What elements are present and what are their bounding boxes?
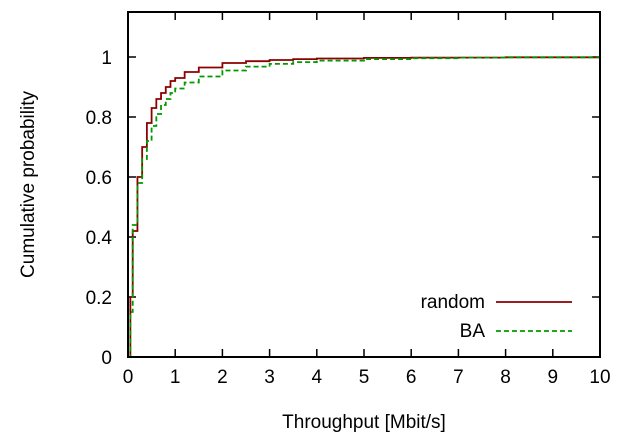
ticks-layer: 0 1 2 3 4 5 6 7 8 9 10 0 0.2 0.4 0.6 0.8 1 [86, 12, 611, 388]
x-tick-label: 9 [548, 367, 559, 388]
y-tick-label: 0 [101, 348, 112, 369]
legend: random BA [421, 292, 572, 342]
legend-label-ba: BA [460, 321, 486, 342]
y-tick-label: 0.4 [86, 228, 113, 249]
x-tick-label: 2 [217, 367, 228, 388]
y-tick-label: 0.8 [86, 108, 112, 129]
y-tick-label: 0.6 [86, 168, 112, 189]
x-tick-label: 7 [453, 367, 464, 388]
x-tick-label: 5 [359, 367, 370, 388]
y-tick-label: 1 [101, 48, 112, 69]
x-axis-label: Throughput [Mbit/s] [282, 412, 446, 433]
x-tick-label: 6 [406, 367, 417, 388]
legend-label-random: random [421, 292, 485, 313]
x-tick-label: 0 [123, 367, 134, 388]
y-axis-label: Cumulative probability [18, 91, 39, 278]
x-tick-label: 8 [500, 367, 511, 388]
series-ba-line [128, 56, 601, 358]
x-tick-label: 1 [170, 367, 181, 388]
series-random-line [128, 56, 601, 358]
plot-frame [127, 11, 601, 358]
x-tick-label: 10 [589, 367, 610, 388]
series-layer [128, 56, 601, 358]
x-tick-label: 3 [264, 367, 275, 388]
x-tick-label: 4 [312, 367, 323, 388]
y-tick-label: 0.2 [86, 288, 112, 309]
